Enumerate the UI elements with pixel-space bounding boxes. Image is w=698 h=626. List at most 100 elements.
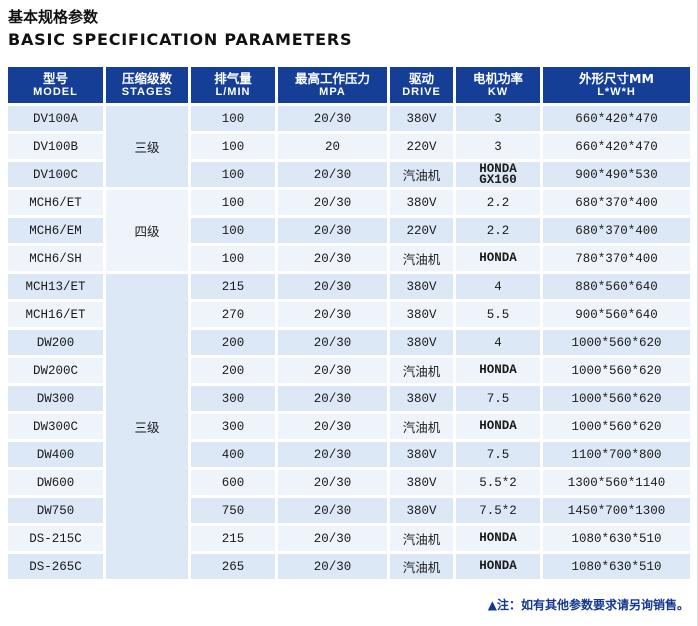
cell-pressure: 20/30 — [278, 274, 387, 299]
cell-size: 1080*630*510 — [543, 526, 690, 551]
table-row: DW300C 300 20/30 汽油机 HONDA 1000*560*620 — [8, 414, 690, 439]
cell-pressure: 20/30 — [278, 302, 387, 327]
cell-flow: 215 — [191, 274, 275, 299]
spec-table: 型号 MODEL 压缩级数 STAGES 排气量 L/MIN 最高工作压力 MPA 驱动… — [5, 64, 693, 582]
cell-size: 900*560*640 — [543, 302, 690, 327]
cell-power: 3 — [456, 134, 540, 159]
cell-drive: 380V — [390, 470, 453, 495]
cell-flow: 100 — [191, 190, 275, 215]
col-header-power-zh: 电机功率 — [472, 71, 523, 86]
footnote: ▲注：如有其他参数要求请另询销售。 — [487, 598, 689, 612]
cell-size: 1000*560*620 — [543, 386, 690, 411]
cell-drive: 220V — [390, 218, 453, 243]
col-header-model-en: MODEL — [33, 86, 78, 98]
table-row: DW200C 200 20/30 汽油机 HONDA 1000*560*620 — [8, 358, 690, 383]
cell-size: 1450*700*1300 — [543, 498, 690, 523]
cell-size: 1100*700*800 — [543, 442, 690, 467]
cell-flow: 270 — [191, 302, 275, 327]
cell-power: HONDA — [456, 554, 540, 579]
cell-power: HONDA GX160 — [456, 162, 540, 187]
cell-model: DW200C — [8, 358, 103, 383]
page-title-zh: 基本规格参数 — [8, 8, 99, 26]
cell-pressure: 20/30 — [278, 162, 387, 187]
cell-power: 7.5 — [456, 442, 540, 467]
cell-drive: 汽油机 — [390, 414, 453, 439]
table-row: DS-215C 215 20/30 汽油机 HONDA 1080*630*510 — [8, 526, 690, 551]
page-title-en: BASIC SPECIFICATION PARAMETERS — [8, 30, 353, 49]
cell-flow: 100 — [191, 246, 275, 271]
table-row: MCH13/ET 三级 215 20/30 380V 4 880*560*640 — [8, 274, 690, 579]
cell-flow: 215 — [191, 526, 275, 551]
cell-flow: 400 — [191, 442, 275, 467]
cell-model: DW300C — [8, 414, 103, 439]
cell-flow: 100 — [191, 106, 275, 131]
cell-model: MCH13/ET — [8, 274, 103, 299]
cell-power: HONDA — [456, 526, 540, 551]
cell-flow: 300 — [191, 414, 275, 439]
col-header-size: 外形尺寸MM L*W*H — [543, 67, 690, 103]
cell-drive: 汽油机 — [390, 358, 453, 383]
col-header-flow-zh: 排气量 — [214, 71, 252, 86]
cell-model: DV100A — [8, 106, 103, 131]
cell-stages: 三级 — [106, 274, 188, 579]
cell-flow: 600 — [191, 470, 275, 495]
cell-size: 1080*630*510 — [543, 554, 690, 579]
cell-power: 5.5 — [456, 302, 540, 327]
cell-drive: 220V — [390, 134, 453, 159]
cell-drive: 380V — [390, 302, 453, 327]
cell-drive: 380V — [390, 386, 453, 411]
cell-power: 5.5*2 — [456, 470, 540, 495]
cell-model: DV100B — [8, 134, 103, 159]
cell-power: 3 — [456, 106, 540, 131]
cell-power: 7.5 — [456, 386, 540, 411]
cell-flow: 750 — [191, 498, 275, 523]
cell-power: HONDA — [456, 358, 540, 383]
table-row: MCH6/SH 100 20/30 汽油机 HONDA 780*370*400 — [8, 246, 690, 271]
cell-flow: 265 — [191, 554, 275, 579]
col-header-model: 型号 MODEL — [8, 67, 103, 103]
cell-size: 680*370*400 — [543, 190, 690, 215]
cell-drive: 380V — [390, 274, 453, 299]
cell-pressure: 20/30 — [278, 442, 387, 467]
cell-pressure: 20/30 — [278, 358, 387, 383]
cell-size: 900*490*530 — [543, 162, 690, 187]
table-row: DS-265C 265 20/30 汽油机 HONDA 1080*630*510 — [8, 554, 690, 579]
col-header-flow-en: L/MIN — [215, 86, 251, 98]
cell-flow: 100 — [191, 162, 275, 187]
cell-drive: 汽油机 — [390, 162, 453, 187]
cell-flow: 100 — [191, 134, 275, 159]
cell-drive: 380V — [390, 190, 453, 215]
cell-power: 2.2 — [456, 218, 540, 243]
table-row: DV100A 三级 100 20/30 380V 3 660*420*470 — [8, 106, 690, 187]
cell-model: MCH6/SH — [8, 246, 103, 271]
table-row: MCH16/ET 270 20/30 380V 5.5 900*560*640 — [8, 302, 690, 327]
cell-model: DS-265C — [8, 554, 103, 579]
cell-power: 7.5*2 — [456, 498, 540, 523]
cell-flow: 200 — [191, 330, 275, 355]
col-header-power: 电机功率 KW — [456, 67, 540, 103]
table-row: DW750 750 20/30 380V 7.5*2 1450*700*1300 — [8, 498, 690, 523]
table-row: DW400 400 20/30 380V 7.5 1100*700*800 — [8, 442, 690, 467]
table-row: DV100B 100 20 220V 3 660*420*470 — [8, 134, 690, 159]
cell-stages: 三级 — [106, 106, 188, 187]
table-row: MCH6/ET 四级 100 20/30 380V 2.2 680*370*40… — [8, 190, 690, 271]
col-header-size-zh: 外形尺寸MM — [579, 71, 654, 86]
cell-model: DW200 — [8, 330, 103, 355]
cell-model: MCH6/EM — [8, 218, 103, 243]
cell-size: 1300*560*1140 — [543, 470, 690, 495]
col-header-pressure: 最高工作压力 MPA — [278, 67, 387, 103]
cell-size: 1000*560*620 — [543, 414, 690, 439]
col-header-power-en: KW — [487, 86, 509, 98]
col-header-model-zh: 型号 — [42, 71, 68, 86]
cell-size: 680*370*400 — [543, 218, 690, 243]
cell-model: DW600 — [8, 470, 103, 495]
cell-pressure: 20 — [278, 134, 387, 159]
cell-flow: 200 — [191, 358, 275, 383]
cell-size: 780*370*400 — [543, 246, 690, 271]
cell-drive: 汽油机 — [390, 554, 453, 579]
cell-pressure: 20/30 — [278, 106, 387, 131]
col-header-pressure-en: MPA — [319, 86, 346, 98]
cell-flow: 100 — [191, 218, 275, 243]
col-header-drive-en: DRIVE — [402, 86, 441, 98]
